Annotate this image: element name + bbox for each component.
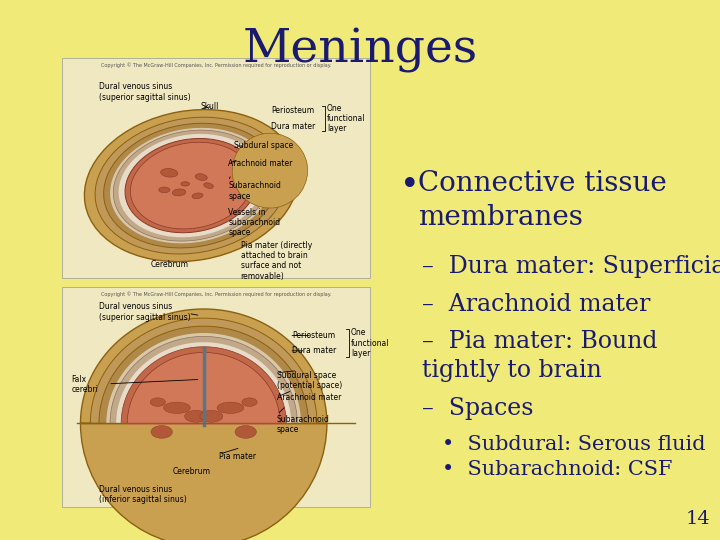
- Ellipse shape: [242, 398, 257, 407]
- Text: Connective tissue
membranes: Connective tissue membranes: [418, 170, 667, 231]
- PathPatch shape: [81, 309, 327, 423]
- PathPatch shape: [90, 318, 317, 423]
- PathPatch shape: [110, 336, 297, 423]
- Text: Dural venous sinus
(superior sagittal sinus): Dural venous sinus (superior sagittal si…: [99, 302, 191, 322]
- Wedge shape: [81, 423, 327, 540]
- PathPatch shape: [121, 347, 287, 423]
- FancyBboxPatch shape: [62, 58, 370, 278]
- Ellipse shape: [151, 426, 172, 438]
- Ellipse shape: [150, 398, 166, 407]
- Text: Dura mater: Dura mater: [292, 346, 337, 355]
- Text: Subdural space
(potential space): Subdural space (potential space): [277, 370, 342, 390]
- PathPatch shape: [116, 342, 291, 423]
- Text: –  Spaces: – Spaces: [422, 397, 534, 420]
- Ellipse shape: [110, 128, 273, 244]
- Text: Skull: Skull: [201, 102, 219, 111]
- Ellipse shape: [172, 189, 186, 196]
- Text: –  Arachnoid mater: – Arachnoid mater: [422, 293, 650, 316]
- Text: •  Subdural: Serous fluid: • Subdural: Serous fluid: [442, 435, 706, 454]
- Text: 14: 14: [685, 510, 710, 528]
- Text: Cerebrum: Cerebrum: [150, 260, 189, 269]
- Text: Pia mater: Pia mater: [219, 452, 256, 461]
- FancyBboxPatch shape: [62, 287, 370, 507]
- Ellipse shape: [217, 402, 244, 414]
- Text: Falx
cerebri: Falx cerebri: [71, 375, 98, 394]
- Text: Pia mater (directly
attached to brain
surface and not
removable): Pia mater (directly attached to brain su…: [240, 241, 312, 281]
- Ellipse shape: [204, 183, 213, 188]
- Ellipse shape: [84, 110, 298, 261]
- Text: Subarachnoid
space: Subarachnoid space: [228, 181, 282, 200]
- Text: Dural venous sinus
(superior sagittal sinus): Dural venous sinus (superior sagittal si…: [99, 82, 191, 102]
- Text: One
functional
layer: One functional layer: [351, 328, 390, 358]
- Text: Copyright © The McGraw-Hill Companies, Inc. Permission required for reproduction: Copyright © The McGraw-Hill Companies, I…: [101, 63, 331, 68]
- Text: Subdural space: Subdural space: [235, 141, 294, 151]
- Ellipse shape: [181, 182, 189, 186]
- Ellipse shape: [119, 134, 264, 237]
- Ellipse shape: [161, 168, 178, 177]
- Ellipse shape: [159, 187, 170, 193]
- Text: Meninges: Meninges: [243, 28, 477, 73]
- Ellipse shape: [200, 410, 222, 422]
- Text: One
functional
layer: One functional layer: [327, 104, 365, 133]
- FancyBboxPatch shape: [127, 419, 280, 426]
- Text: Cerebrum: Cerebrum: [172, 468, 210, 476]
- Ellipse shape: [95, 117, 287, 254]
- Text: –  Dura mater: Superficial: – Dura mater: Superficial: [422, 255, 720, 278]
- Ellipse shape: [192, 193, 203, 199]
- Text: Dural venous sinus
(inferior sagittal sinus): Dural venous sinus (inferior sagittal si…: [99, 485, 186, 504]
- Text: Copyright © The McGraw-Hill Companies, Inc. Permission required for reproduction: Copyright © The McGraw-Hill Companies, I…: [101, 292, 331, 297]
- Text: Subarachnoid
space: Subarachnoid space: [277, 415, 330, 434]
- Text: –  Pia mater: Bound
tightly to brain: – Pia mater: Bound tightly to brain: [422, 330, 657, 382]
- PathPatch shape: [99, 326, 308, 423]
- Text: Arachnoid mater: Arachnoid mater: [277, 393, 341, 402]
- Ellipse shape: [195, 174, 207, 180]
- Ellipse shape: [125, 138, 258, 233]
- Ellipse shape: [130, 142, 252, 229]
- PathPatch shape: [107, 333, 301, 423]
- Text: •: •: [400, 170, 420, 202]
- Text: Periosteum: Periosteum: [292, 331, 336, 340]
- Text: Vessels in
subarachnoid
space: Vessels in subarachnoid space: [228, 207, 281, 238]
- Ellipse shape: [163, 402, 190, 414]
- Ellipse shape: [235, 426, 256, 438]
- Text: Dura mater: Dura mater: [271, 122, 315, 131]
- Ellipse shape: [113, 130, 269, 241]
- Ellipse shape: [184, 410, 207, 422]
- PathPatch shape: [127, 353, 280, 423]
- Text: Arachnoid mater: Arachnoid mater: [228, 159, 293, 168]
- Text: Periosteum: Periosteum: [271, 106, 315, 116]
- Text: •  Subarachnoid: CSF: • Subarachnoid: CSF: [442, 460, 672, 479]
- Ellipse shape: [232, 133, 307, 208]
- Ellipse shape: [104, 123, 279, 248]
